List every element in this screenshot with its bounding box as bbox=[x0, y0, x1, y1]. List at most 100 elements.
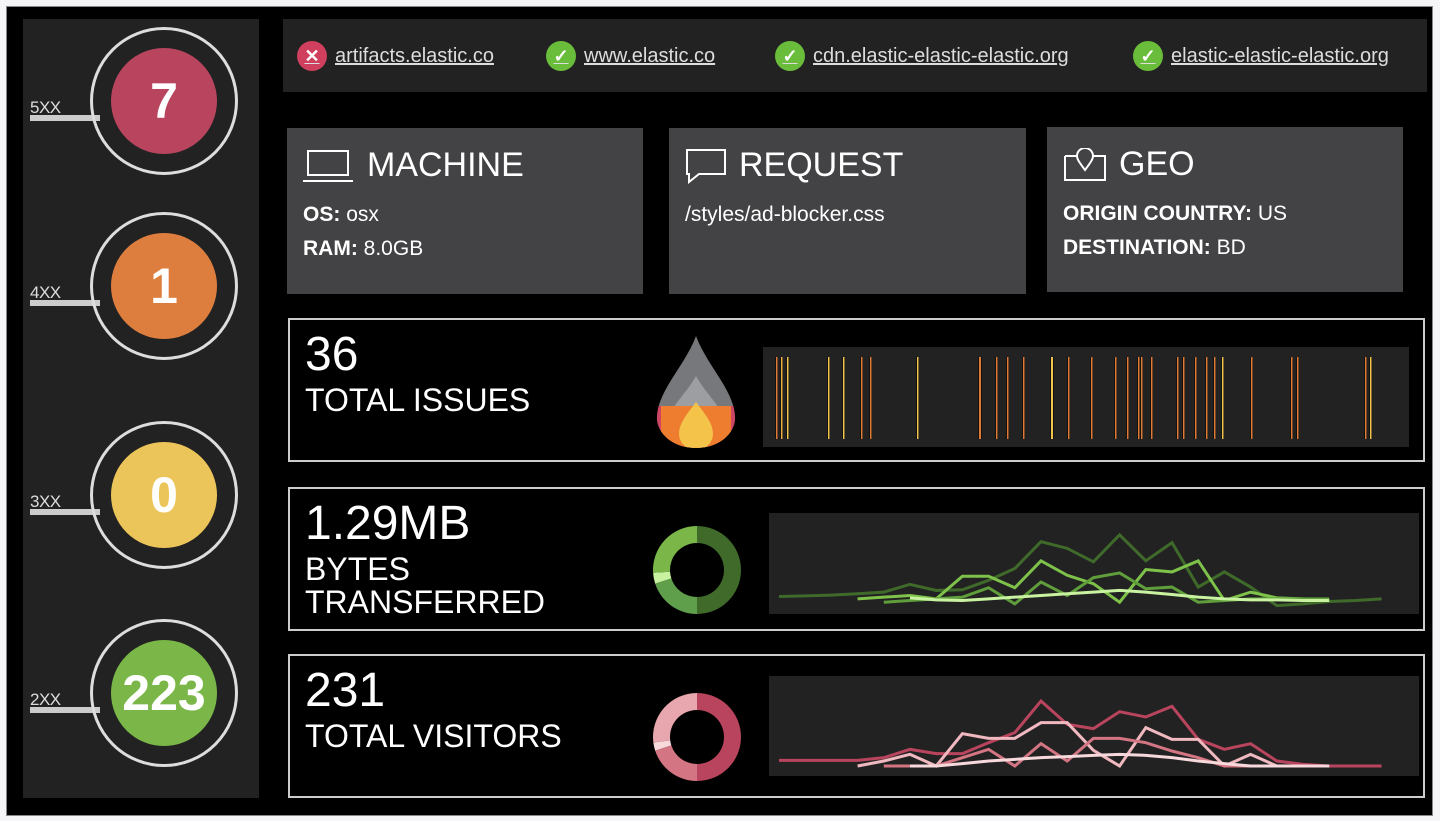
status-2xx: 2XX 223 bbox=[23, 619, 259, 779]
issue-event-mark bbox=[781, 357, 783, 439]
card-title: GEO bbox=[1119, 145, 1195, 183]
issue-event-mark bbox=[1370, 357, 1372, 439]
issue-event-mark bbox=[1091, 357, 1093, 439]
donut-slice-1 bbox=[697, 526, 741, 614]
visitors-caption: TOTAL VISITORS bbox=[305, 718, 562, 754]
total-issues-panel: 36 TOTAL ISSUES bbox=[288, 318, 1425, 462]
issue-event-mark bbox=[996, 357, 998, 439]
issue-event-mark bbox=[1222, 357, 1224, 439]
status-code-panel: 5XX 7 4XX 1 3XX 0 2XX 223 bbox=[23, 19, 259, 798]
status-count: 7 bbox=[111, 48, 217, 154]
workpad: 5XX 7 4XX 1 3XX 0 2XX 223 ✕ artifacts.ela… bbox=[6, 6, 1433, 816]
card-title: MACHINE bbox=[367, 146, 524, 184]
status-ring: 223 bbox=[90, 619, 238, 767]
status-ring: 7 bbox=[90, 27, 238, 175]
status-count: 0 bbox=[111, 442, 217, 548]
issue-event-mark bbox=[1195, 357, 1197, 439]
site-name[interactable]: www.elastic.co bbox=[584, 44, 716, 67]
status-connector bbox=[30, 707, 100, 713]
status-4xx: 4XX 1 bbox=[23, 212, 259, 372]
site-link-www[interactable]: ✓ www.elastic.co bbox=[546, 41, 715, 71]
request-card: REQUEST /styles/ad-blocker.css bbox=[669, 128, 1026, 294]
geo-card: GEO ORIGIN COUNTRY: US DESTINATION: BD bbox=[1047, 127, 1403, 292]
issue-event-mark bbox=[1177, 357, 1179, 439]
x-icon: ✕ bbox=[297, 41, 327, 71]
site-name[interactable]: elastic-elastic-elastic.org bbox=[1171, 44, 1389, 67]
issue-event-mark bbox=[1365, 357, 1367, 439]
status-label: 2XX bbox=[30, 690, 61, 709]
issue-event-mark bbox=[1291, 357, 1293, 439]
check-icon: ✓ bbox=[775, 41, 805, 71]
bytes-transferred-panel: 1.29MB BYTES TRANSFERRED bbox=[288, 487, 1425, 631]
total-visitors-panel: 231 TOTAL VISITORS bbox=[288, 654, 1425, 798]
donut-slice-3 bbox=[653, 740, 672, 751]
site-link-artifacts[interactable]: ✕ artifacts.elastic.co bbox=[297, 41, 494, 71]
issue-event-mark bbox=[1127, 357, 1129, 439]
issue-event-mark bbox=[1151, 357, 1153, 439]
line-series-2 bbox=[857, 558, 1330, 605]
issue-event-mark bbox=[1183, 357, 1185, 439]
line-series-1 bbox=[779, 698, 1382, 768]
site-link-cdn[interactable]: ✓ cdn.elastic-elastic-elastic.org bbox=[775, 41, 1069, 71]
site-name[interactable]: cdn.elastic-elastic-elastic.org bbox=[813, 44, 1069, 67]
issue-event-mark bbox=[870, 357, 872, 439]
donut-slice-4 bbox=[653, 526, 697, 573]
issues-value: 36 bbox=[305, 328, 359, 381]
laptop-icon bbox=[303, 149, 353, 182]
machine-card: MACHINE OS: osx RAM: 8.0GB bbox=[287, 128, 643, 294]
issue-event-mark bbox=[1206, 357, 1208, 439]
site-name[interactable]: artifacts.elastic.co bbox=[335, 44, 494, 67]
donut-slice-2 bbox=[655, 745, 697, 781]
line-series-4 bbox=[910, 752, 1330, 768]
card-title: REQUEST bbox=[739, 146, 904, 184]
issue-event-mark bbox=[776, 357, 778, 439]
speech-bubble-icon bbox=[686, 148, 726, 184]
donut-slice-4 bbox=[653, 693, 697, 743]
bytes-line-chart bbox=[769, 513, 1419, 614]
status-5xx: 5XX 7 bbox=[23, 27, 259, 187]
issue-event-mark bbox=[979, 357, 981, 439]
origin-label: ORIGIN COUNTRY: bbox=[1063, 202, 1252, 225]
visitors-value: 231 bbox=[305, 664, 386, 717]
issue-event-mark bbox=[1007, 357, 1009, 439]
status-label: 5XX bbox=[30, 98, 61, 117]
issues-timeline-chart bbox=[763, 347, 1409, 447]
visitors-donut-chart bbox=[653, 693, 741, 781]
bytes-caption-2: TRANSFERRED bbox=[305, 584, 546, 620]
destination-value: BD bbox=[1216, 236, 1246, 259]
status-ring: 1 bbox=[90, 212, 238, 360]
os-value: osx bbox=[346, 203, 379, 226]
ram-value: 8.0GB bbox=[363, 237, 424, 260]
issue-event-mark bbox=[1023, 357, 1025, 439]
site-link-org[interactable]: ✓ elastic-elastic-elastic.org bbox=[1133, 41, 1389, 71]
issue-event-mark bbox=[828, 357, 830, 439]
donut-slice-2 bbox=[655, 578, 697, 614]
bytes-value: 1.29MB bbox=[305, 497, 471, 550]
visitors-line-chart bbox=[769, 676, 1419, 776]
issue-event-mark bbox=[1251, 357, 1253, 439]
issue-event-mark bbox=[861, 357, 863, 439]
line-series-4 bbox=[909, 588, 1330, 603]
destination-label: DESTINATION: bbox=[1063, 236, 1211, 259]
issue-event-mark bbox=[1214, 357, 1216, 439]
donut-slice-1 bbox=[697, 693, 741, 781]
check-icon: ✓ bbox=[1133, 41, 1163, 71]
line-series-1 bbox=[778, 532, 1382, 608]
map-pin-icon bbox=[1064, 147, 1106, 181]
status-label: 3XX bbox=[30, 492, 61, 511]
ram-label: RAM: bbox=[303, 237, 358, 260]
issue-event-mark bbox=[1138, 357, 1140, 439]
status-label: 4XX bbox=[30, 283, 61, 302]
status-connector bbox=[30, 509, 100, 515]
status-count: 1 bbox=[111, 233, 217, 339]
status-connector bbox=[30, 300, 100, 306]
issue-event-mark bbox=[843, 357, 845, 439]
status-count: 223 bbox=[111, 640, 217, 746]
issue-event-mark bbox=[1068, 357, 1070, 439]
flame-icon bbox=[657, 336, 735, 448]
bytes-caption: BYTES bbox=[305, 551, 410, 587]
donut-slice-3 bbox=[653, 571, 672, 584]
issue-event-mark bbox=[1051, 357, 1053, 439]
issue-event-mark bbox=[1115, 357, 1117, 439]
bytes-donut-chart bbox=[653, 526, 741, 614]
